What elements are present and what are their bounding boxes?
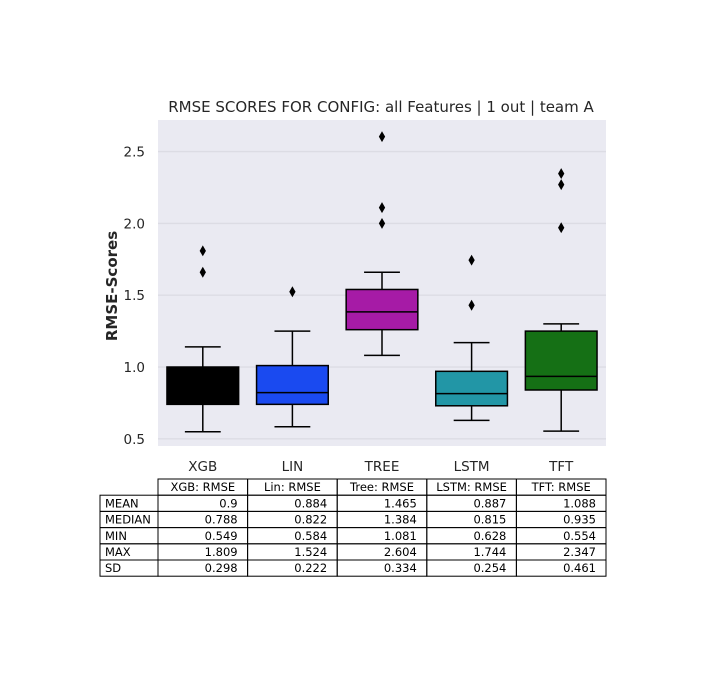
box-iqr	[345, 288, 419, 331]
table-row-label: SD	[105, 561, 121, 575]
table-header-text: Lin: RMSE	[264, 480, 321, 494]
box-iqr	[166, 366, 240, 406]
y-tick-label: 2.0	[124, 216, 145, 232]
table-cell-value: 0.298	[205, 561, 238, 575]
table-cell-value: 2.604	[384, 545, 417, 559]
box-iqr	[435, 370, 509, 407]
table-row-label: MEAN	[105, 496, 139, 510]
y-tick-label: 1.5	[124, 288, 145, 304]
table-row-label: MIN	[105, 529, 127, 543]
x-tick-label: XGB	[188, 459, 217, 475]
y-tick-label: 1.0	[124, 360, 145, 376]
y-axis-label: RMSE-Scores	[103, 231, 121, 341]
box-lin	[255, 286, 329, 428]
table-cell	[515, 559, 607, 577]
table-cell-value: 1.384	[384, 513, 417, 527]
outlier-point	[558, 168, 565, 180]
outlier-point	[558, 179, 565, 191]
table-row-label: MAX	[105, 545, 131, 559]
x-tick-label: TFT	[548, 459, 574, 475]
outlier-point	[199, 266, 206, 278]
table-cell-value: 0.254	[473, 561, 506, 575]
y-tick-label: 2.5	[124, 145, 145, 161]
table-header-text: XGB: RMSE	[170, 480, 235, 494]
x-tick-label: LSTM	[454, 459, 490, 475]
table-cell-value: 1.081	[384, 529, 417, 543]
x-tick-label: LIN	[282, 459, 304, 475]
table-cell-value: 2.347	[563, 545, 596, 559]
stats-table: XGB: RMSE Lin: RMSE Tree: RMSE LSTM: RMSE TF…	[99, 478, 607, 577]
table-row-label: MEDIAN	[105, 513, 151, 527]
outlier-point	[378, 202, 386, 214]
table-cell-value: 0.9	[219, 496, 237, 510]
x-axis: XGB LIN TREE LSTM TFT	[188, 459, 574, 475]
outlier-point	[289, 286, 296, 298]
table-header-text: LSTM: RMSE	[436, 480, 507, 494]
y-tick-label: 0.5	[124, 432, 145, 448]
outlier-point	[468, 254, 475, 266]
box-lstm	[435, 254, 509, 422]
outlier-point	[199, 245, 206, 257]
box-iqr	[524, 330, 598, 391]
table-cell-value: 0.334	[384, 561, 417, 575]
outlier-point	[468, 299, 475, 311]
box-tft	[524, 168, 598, 432]
table-cell-value: 0.222	[294, 561, 327, 575]
table-cell-value: 1.465	[384, 496, 417, 510]
table-cell-value: 1.809	[205, 545, 238, 559]
table-cell-value: 0.887	[473, 496, 506, 510]
table-cell-value: 0.554	[563, 529, 596, 543]
table-cell-value: 0.935	[563, 513, 596, 527]
table-cell-value: 1.744	[473, 545, 506, 559]
outlier-point	[378, 131, 386, 143]
box-tree	[345, 131, 419, 357]
table-cell-value: 0.822	[294, 513, 327, 527]
table-cell-value: 0.815	[473, 513, 506, 527]
outlier-point	[378, 217, 386, 229]
table-cell-value: 0.461	[563, 561, 596, 575]
table-cell-value: 0.788	[205, 513, 238, 527]
chart-title: RMSE SCORES FOR CONFIG: all Features | 1…	[168, 98, 594, 116]
y-axis: 0.5 1.0 1.5 2.0 2.5	[124, 145, 145, 448]
table-cell-value: 1.088	[563, 496, 596, 510]
table-cell-value: 0.628	[473, 529, 506, 543]
table-header-text: Tree: RMSE	[349, 480, 414, 494]
outlier-point	[558, 222, 565, 234]
table-cell-value: 0.884	[294, 496, 327, 510]
x-tick-label: TREE	[364, 459, 400, 475]
box-plots	[166, 131, 598, 433]
box-iqr	[255, 364, 329, 406]
table-header-text: TFT: RMSE	[531, 480, 591, 494]
table-cell-value: 1.524	[294, 545, 327, 559]
table-cell-value: 0.584	[294, 529, 327, 543]
box-xgb	[166, 245, 240, 433]
table-cell-value: 0.549	[205, 529, 238, 543]
